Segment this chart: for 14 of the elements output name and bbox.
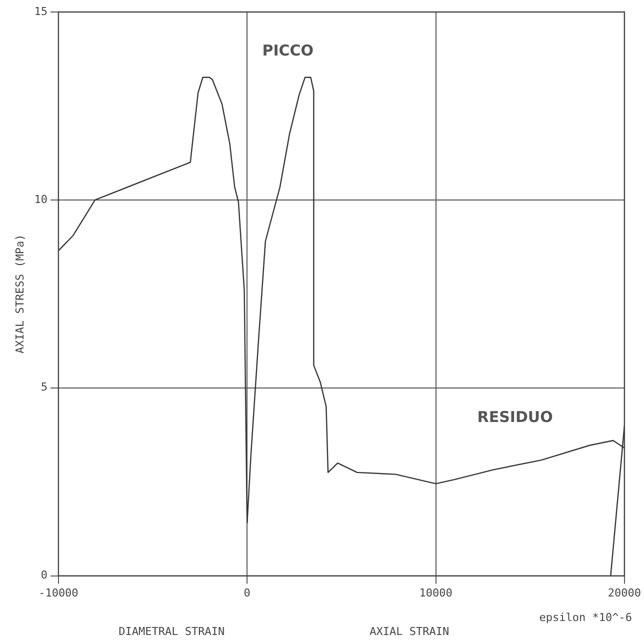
annotation: PICCO — [262, 41, 314, 60]
text: DIAMETRAL STRAIN — [118, 625, 225, 638]
x-tick-label: -10000 — [38, 586, 78, 600]
x-tick-label: 10000 — [419, 586, 452, 600]
y-tick-label: 10 — [34, 192, 48, 206]
y-tick-label: 0 — [40, 568, 48, 582]
y-tick-label: 5 — [40, 380, 48, 394]
x-tick-label: 20000 — [608, 586, 642, 600]
y-axis-title: AXIAL STRESS (MPa) — [13, 234, 26, 354]
annotation: RESIDUO — [477, 408, 553, 426]
x-axis-title: epsilon *10^-6 — [539, 611, 632, 624]
x-tick-label: 0 — [244, 586, 250, 600]
y-tick-label: 15 — [34, 4, 48, 18]
text: AXIAL STRAIN — [370, 625, 450, 638]
